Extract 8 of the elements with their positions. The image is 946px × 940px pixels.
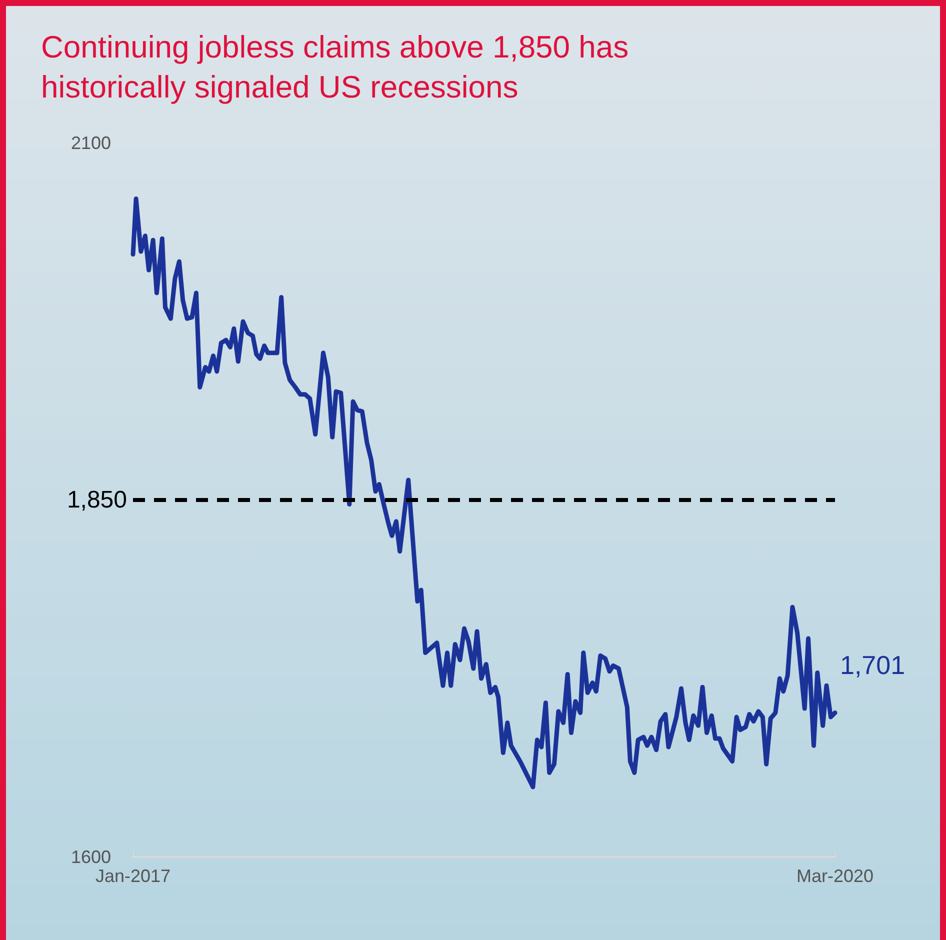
y-tick-label: 1600 (70, 847, 111, 867)
line-series (130, 196, 838, 790)
annotation: 1,701 (840, 650, 906, 680)
y-tick-label: 2100 (70, 133, 111, 153)
x-tick-label: Jan-2017 (95, 866, 171, 886)
chart-title: Continuing jobless claims above 1,850 has historically signaled US recessions (41, 30, 638, 104)
x-tick-label: Mar-2020 (796, 866, 874, 886)
ref-line-label: 1,850 (66, 486, 127, 514)
